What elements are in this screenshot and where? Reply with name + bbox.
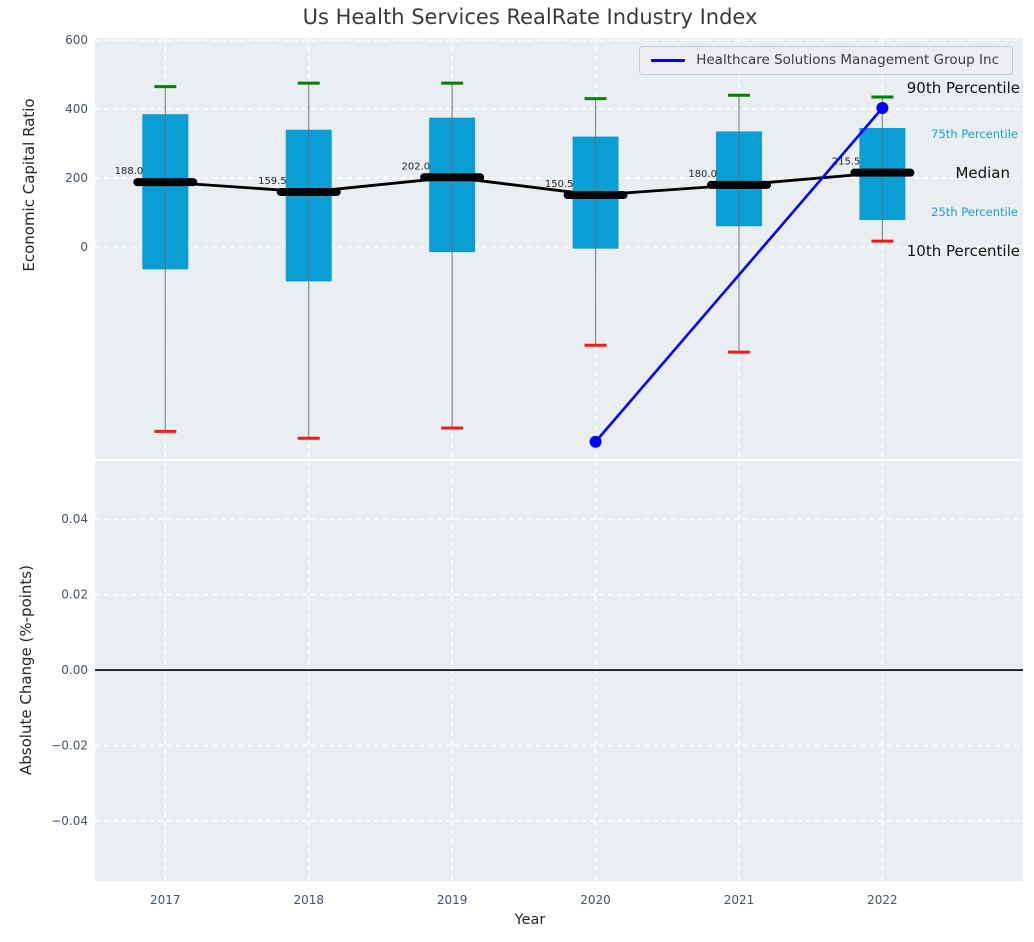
y-axis-label-bottom: Absolute Change (%-points): [17, 565, 35, 775]
x-tick-label-2020: 2020: [580, 893, 611, 907]
company-series-marker-2020: [589, 435, 602, 448]
y-axis-label-top: Economic Capital Ratio: [20, 98, 38, 272]
top-y-tick-label: 200: [65, 171, 88, 185]
bottom-y-tick-label: 0.02: [61, 588, 88, 602]
legend-line-swatch: [651, 58, 686, 62]
bottom-y-tick-label: 0.00: [61, 663, 88, 677]
top-y-tick-label: 600: [65, 33, 88, 47]
top-y-tick-label: 400: [65, 102, 88, 116]
median-value-label-2020: 150.5: [545, 179, 574, 190]
bottom-axes-background: [95, 461, 1023, 881]
median-value-label-2017: 188.0: [115, 166, 144, 177]
annotation-25th-percentile: 25th Percentile: [931, 205, 1018, 219]
x-tick-label-2017: 2017: [150, 893, 181, 907]
legend-series-label: Healthcare Solutions Management Group In…: [696, 52, 999, 68]
x-axis-label: Year: [514, 912, 546, 928]
annotation-90th-percentile: 90th Percentile: [906, 79, 1020, 97]
bottom-y-tick-label: −0.02: [51, 739, 88, 753]
legend: Healthcare Solutions Management Group In…: [639, 46, 1013, 75]
x-tick-label-2018: 2018: [293, 893, 324, 907]
annotation-75th-percentile: 75th Percentile: [931, 127, 1018, 141]
x-tick-label-2021: 2021: [724, 893, 755, 907]
bottom-y-tick-label: 0.04: [61, 512, 88, 526]
median-value-label-2022: 215.5: [832, 157, 861, 168]
median-value-label-2021: 180.0: [688, 169, 717, 180]
top-y-tick-label: 0: [80, 240, 88, 254]
annotation-10th-percentile: 10th Percentile: [906, 242, 1020, 260]
company-series-line: [594, 107, 884, 443]
median-value-label-2019: 202.0: [401, 161, 430, 172]
bottom-y-tick-label: −0.04: [51, 814, 88, 828]
x-tick-label-2022: 2022: [867, 893, 898, 907]
annotation-median: Median: [955, 164, 1010, 182]
median-value-label-2018: 159.5: [258, 176, 287, 187]
chart-title: Us Health Services RealRate Industry Ind…: [302, 5, 758, 29]
company-series-marker-2022: [876, 101, 889, 114]
top-axes-background: [95, 38, 1023, 459]
x-tick-label-2019: 2019: [437, 893, 468, 907]
